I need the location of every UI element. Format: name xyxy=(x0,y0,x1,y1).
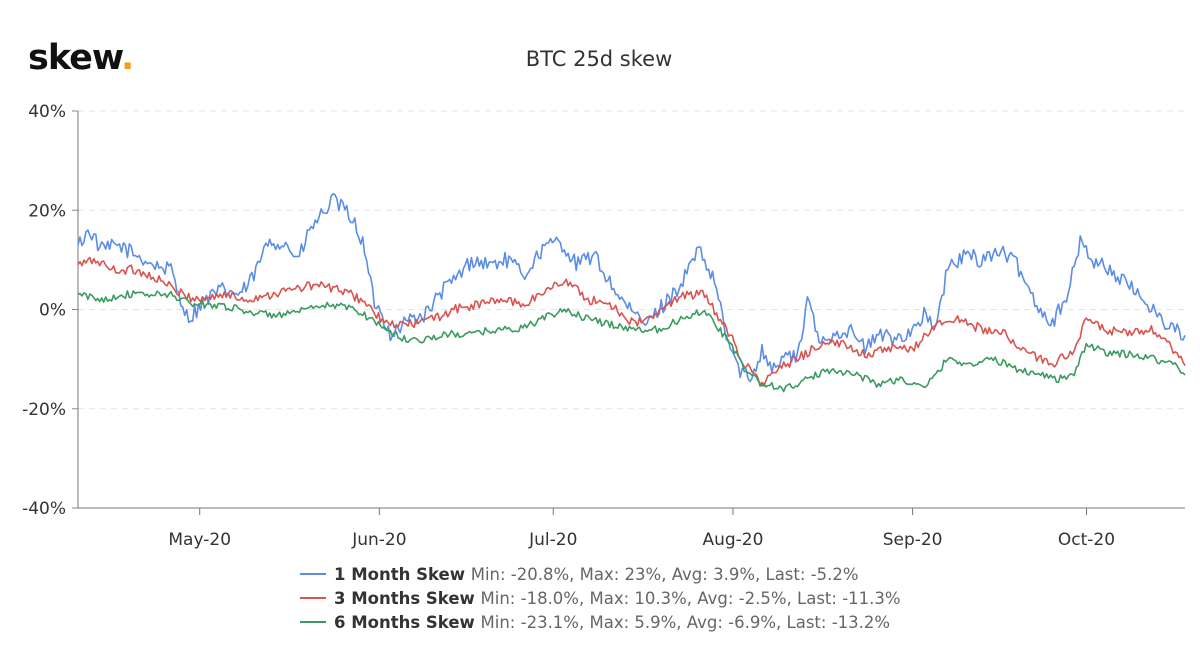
x-tick-label: Jun-20 xyxy=(351,530,406,550)
x-axis-ticks: May-20 Jun-20 Jul-20 Aug-20 Sep-20 Oct-20 xyxy=(168,508,1115,550)
legend[interactable]: 1 Month Skew Min: -20.8%, Max: 23%, Avg:… xyxy=(300,565,901,632)
y-tick-label: 40% xyxy=(28,102,66,122)
logo-text: skew xyxy=(28,38,122,78)
y-tick-label: -40% xyxy=(22,499,66,519)
series-line-2 xyxy=(77,256,1186,387)
y-tick-label: -20% xyxy=(22,400,66,420)
legend-item-3[interactable]: 6 Months Skew Min: -23.1%, Max: 5.9%, Av… xyxy=(300,613,890,632)
legend-series-stats: Min: -20.8%, Max: 23%, Avg: 3.9%, Last: … xyxy=(471,565,859,584)
legend-series-stats: Min: -18.0%, Max: 10.3%, Avg: -2.5%, Las… xyxy=(481,589,901,608)
x-tick-label: Aug-20 xyxy=(702,530,763,550)
logo-dot: . xyxy=(121,38,134,78)
x-tick-label: May-20 xyxy=(168,530,231,550)
legend-item-1[interactable]: 1 Month Skew Min: -20.8%, Max: 23%, Avg:… xyxy=(300,565,859,584)
legend-item-2[interactable]: 3 Months Skew Min: -18.0%, Max: 10.3%, A… xyxy=(300,589,901,608)
legend-series-name: 1 Month Skew xyxy=(334,565,471,584)
y-tick-label: 0% xyxy=(39,301,66,321)
legend-series-name: 3 Months Skew xyxy=(334,589,481,608)
legend-text: 3 Months Skew Min: -18.0%, Max: 10.3%, A… xyxy=(334,589,901,608)
x-tick-label: Jul-20 xyxy=(528,530,577,550)
y-tick-label: 20% xyxy=(28,201,66,221)
series-line-3 xyxy=(77,290,1186,393)
legend-text: 1 Month Skew Min: -20.8%, Max: 23%, Avg:… xyxy=(334,565,859,584)
series-line-1 xyxy=(77,193,1186,383)
chart-title: BTC 25d skew xyxy=(526,47,673,71)
legend-series-stats: Min: -23.1%, Max: 5.9%, Avg: -6.9%, Last… xyxy=(481,613,891,632)
y-axis-ticks: 40% 20% 0% -20% -40% xyxy=(22,102,78,519)
skew-logo: skew. xyxy=(28,38,134,78)
series-lines xyxy=(77,193,1186,393)
legend-text: 6 Months Skew Min: -23.1%, Max: 5.9%, Av… xyxy=(334,613,890,632)
x-tick-label: Sep-20 xyxy=(883,530,943,550)
legend-series-name: 6 Months Skew xyxy=(334,613,481,632)
x-tick-label: Oct-20 xyxy=(1058,530,1115,550)
